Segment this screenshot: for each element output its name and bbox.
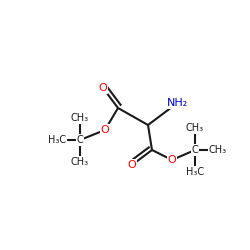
Text: CH₃: CH₃ [71,157,89,167]
Text: CH₃: CH₃ [186,123,204,133]
Text: O: O [98,83,108,93]
Text: C: C [192,145,198,155]
Text: O: O [128,160,136,170]
Text: NH₂: NH₂ [168,98,189,108]
Text: H₃C: H₃C [48,135,66,145]
Text: CH₃: CH₃ [71,113,89,123]
Text: C: C [76,135,84,145]
Text: CH₃: CH₃ [209,145,227,155]
Text: O: O [168,155,176,165]
Text: O: O [100,125,110,135]
Text: H₃C: H₃C [186,167,204,177]
